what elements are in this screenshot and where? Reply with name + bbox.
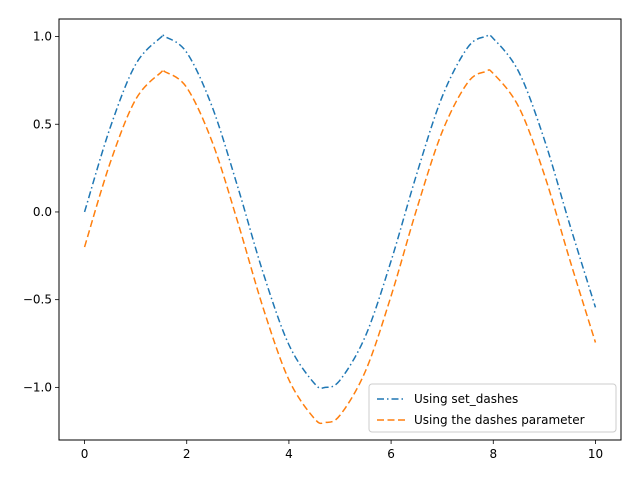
x-tick-label: 4: [285, 447, 293, 461]
series-line-2: [83, 68, 597, 425]
y-tick-label: −1.0: [23, 380, 52, 394]
axes: 0 2 4 6 8 10 −1.0 −0.5 0.0 0.5 1.0: [23, 18, 622, 461]
x-tick-label: 8: [489, 447, 497, 461]
axes-frame: [58, 18, 622, 441]
y-tick-label: 0.5: [33, 117, 52, 131]
x-tick-label: 0: [81, 447, 89, 461]
legend-box: [368, 383, 617, 433]
x-tick-label: 10: [588, 447, 603, 461]
y-tick-label: 0.0: [33, 205, 52, 219]
legend-label: Using the dashes parameter: [414, 413, 585, 427]
series-line-1: [83, 33, 597, 390]
y-tick-label: 1.0: [33, 30, 52, 44]
plot-area: [83, 33, 597, 425]
x-tick-label: 2: [183, 447, 191, 461]
y-tick-label: −0.5: [23, 293, 52, 307]
legend-label: Using set_dashes: [414, 392, 518, 406]
legend: Using set_dashes Using the dashes paramet…: [368, 383, 617, 433]
x-tick-label: 6: [387, 447, 395, 461]
